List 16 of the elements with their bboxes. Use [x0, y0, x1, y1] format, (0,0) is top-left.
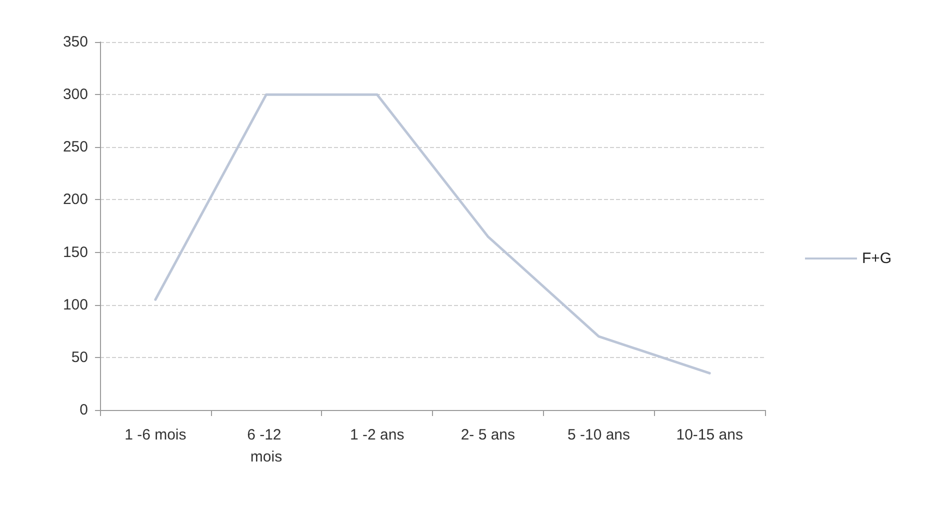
y-tick-label: 200	[62, 191, 88, 208]
y-tick-label: 0	[80, 402, 88, 418]
x-tick-label: 1 -6 mois	[124, 426, 186, 444]
x-tick-label: 10-15 ans	[676, 426, 743, 444]
line-series	[154, 93, 711, 374]
y-tick-label: 300	[62, 86, 88, 104]
legend-label: F+G	[862, 250, 892, 267]
y-tick-label: 50	[71, 348, 88, 366]
x-tick-label: 2- 5 ans	[460, 426, 516, 444]
y-tick-label: 100	[62, 296, 88, 314]
y-tick-label: 350	[62, 34, 88, 50]
x-tick-label: 6 -12 mois	[247, 426, 286, 466]
y-tick-label: 250	[62, 138, 88, 156]
x-tick-label: 5 -10 ans	[567, 426, 630, 444]
x-tick-label: 1 -2 ans	[350, 426, 404, 444]
y-tick-label: 150	[62, 244, 88, 261]
